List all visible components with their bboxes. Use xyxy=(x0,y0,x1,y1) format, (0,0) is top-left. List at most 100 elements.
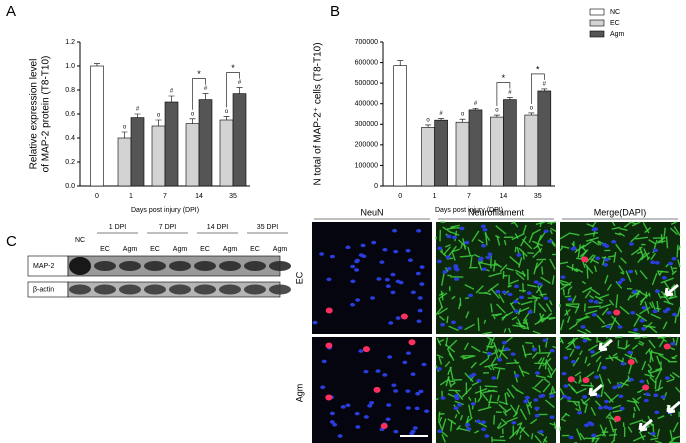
fiber xyxy=(439,416,443,423)
fiber xyxy=(513,221,519,228)
nucleus xyxy=(481,427,487,432)
fiber xyxy=(583,303,586,312)
fiber xyxy=(509,256,521,266)
nucleus xyxy=(417,296,423,300)
nucleus xyxy=(549,394,555,398)
blot-band xyxy=(269,261,291,271)
lane-label: EC xyxy=(150,246,160,253)
lane-label: EC xyxy=(100,246,110,253)
fiber xyxy=(447,370,450,376)
nucleus xyxy=(487,252,493,257)
fiber xyxy=(454,400,464,406)
fiber xyxy=(504,407,512,413)
fiber xyxy=(605,412,612,419)
arrow xyxy=(638,418,653,432)
fiber xyxy=(606,283,613,291)
fiber xyxy=(662,293,671,305)
nucleus xyxy=(495,289,501,294)
fiber xyxy=(573,401,578,407)
fiber xyxy=(438,297,443,309)
nucleus xyxy=(481,420,487,425)
fiber xyxy=(650,437,659,441)
fiber xyxy=(634,336,641,340)
fiber xyxy=(611,226,621,230)
fiber xyxy=(534,435,542,443)
fiber xyxy=(639,431,645,441)
nucleus xyxy=(355,425,361,429)
fiber xyxy=(514,246,517,253)
x-tick-label: 14 xyxy=(195,193,203,200)
nucleus xyxy=(653,393,659,398)
fiber xyxy=(670,221,677,225)
fiber xyxy=(441,431,449,438)
nucleus xyxy=(321,359,327,364)
fiber xyxy=(479,390,489,402)
fiber xyxy=(592,230,596,237)
error-bar xyxy=(168,95,175,102)
fiber xyxy=(654,386,664,392)
fiber xyxy=(639,306,651,315)
fiber xyxy=(436,354,444,359)
nucleus xyxy=(670,341,676,346)
neun-cell xyxy=(325,342,333,349)
fiber xyxy=(449,380,455,383)
fiber xyxy=(644,301,650,314)
fiber xyxy=(559,396,564,401)
nucleus xyxy=(419,282,425,286)
fiber xyxy=(562,288,565,296)
fiber xyxy=(484,232,488,246)
neun-cell xyxy=(325,394,333,401)
fiber xyxy=(495,235,500,239)
fiber xyxy=(608,413,617,423)
fiber xyxy=(625,270,632,283)
fiber xyxy=(669,227,678,236)
nucleus xyxy=(468,293,474,298)
nucleus xyxy=(391,383,397,388)
nucleus xyxy=(566,396,572,401)
nucleus xyxy=(534,371,540,375)
fiber xyxy=(438,356,443,365)
blot-band xyxy=(269,284,291,295)
fiber xyxy=(494,262,502,268)
lane-label: Agm xyxy=(123,246,138,253)
nucleus xyxy=(471,372,477,377)
fiber xyxy=(672,435,681,440)
significance-bracket xyxy=(531,73,545,104)
fiber xyxy=(559,281,565,286)
fiber xyxy=(444,267,449,272)
fiber xyxy=(438,413,445,415)
fiber xyxy=(612,409,623,413)
fiber xyxy=(486,345,494,349)
fiber xyxy=(539,231,547,241)
fiber xyxy=(464,297,470,300)
significance-label: * xyxy=(197,69,201,79)
y-axis-label: Relative expression level xyxy=(29,59,40,170)
y-tick-label: 0 xyxy=(374,183,378,190)
nucleus xyxy=(604,399,610,404)
fiber xyxy=(521,238,533,250)
fiber xyxy=(547,221,557,224)
bar xyxy=(198,99,213,187)
bar xyxy=(503,99,517,187)
fiber xyxy=(532,240,543,247)
fiber xyxy=(474,387,488,394)
nucleus xyxy=(627,350,633,355)
fiber xyxy=(531,351,539,359)
nucleus xyxy=(363,369,369,374)
fiber xyxy=(574,371,582,377)
nucleus xyxy=(355,298,361,302)
nucleus xyxy=(628,377,634,382)
fiber xyxy=(627,294,632,301)
fiber xyxy=(633,406,636,412)
fiber xyxy=(533,245,538,250)
fiber xyxy=(498,293,505,304)
fiber xyxy=(550,227,557,233)
nucleus xyxy=(395,316,401,320)
fiber xyxy=(584,263,594,274)
lane-label: Agm xyxy=(223,246,238,253)
fiber xyxy=(596,315,606,325)
fiber xyxy=(655,370,662,380)
fiber xyxy=(576,428,582,441)
fiber xyxy=(520,300,533,306)
fiber xyxy=(441,434,446,443)
